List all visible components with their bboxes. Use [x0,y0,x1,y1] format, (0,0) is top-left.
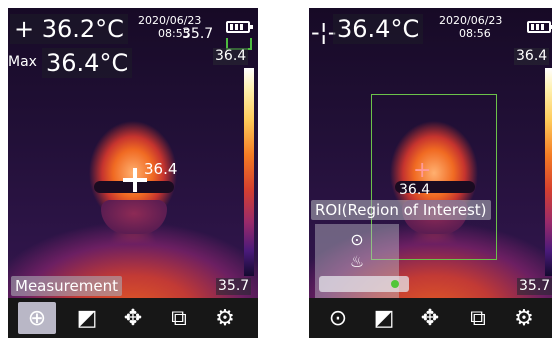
palette-icon[interactable]: ◩ [373,305,395,331]
crosshair-small-icon: -¦- [311,18,337,46]
roi-label: ROI(Region of Interest) [311,200,491,220]
person-glasses [395,181,475,193]
current-temp-readout: + 36.2°C [10,14,128,44]
time-text: 08:56 [459,27,491,40]
roi-slider[interactable] [319,276,409,292]
color-scale-bar [244,68,254,276]
bottom-toolbar: ⊕ ◩ ✥ ⧉ ⚙ [8,298,258,338]
spot-temp-value: 36.4 [144,160,178,178]
time-text: 08:55 [158,27,190,40]
slider-handle[interactable] [391,280,399,288]
scale-min-value: 35.7 [517,278,552,295]
battery-icon [226,21,253,33]
thermal-screen-measurement: + 36.2°C 2020/06/23 08:55 35.7 Max 36.4°… [8,8,258,338]
thermal-screen-roi: -¦- 36.4°C 2020/06/23 08:56 36.4 35.7 + … [309,8,552,338]
color-scale-bar [545,68,552,276]
date-text: 2020/06/23 [439,14,503,27]
target-icon[interactable]: ⊙ [350,229,364,249]
target-icon[interactable]: ⊙ [328,305,348,331]
layers-icon[interactable]: ⧉ [470,305,486,331]
mode-label: Measurement [11,276,122,296]
layers-icon[interactable]: ⧉ [171,305,187,331]
gear-icon[interactable]: ⚙ [215,305,235,331]
person-mask [101,200,167,234]
spot-temp-value: 36.4 [399,182,431,198]
current-temp-readout: 36.4°C [333,14,424,44]
move-icon[interactable]: ✥ [420,305,440,331]
gear-icon[interactable]: ⚙ [514,305,534,331]
roi-menu: ⊙ ♨ [315,224,409,298]
bottom-toolbar: ⊙ ◩ ✥ ⧉ ⚙ [309,298,552,338]
max-temp-readout: 36.4°C [42,48,133,78]
target-icon[interactable]: ⊕ [18,302,56,334]
flame-icon[interactable]: ♨ [349,251,365,271]
scale-max-value: 36.4 [213,48,249,65]
max-label: Max [8,54,37,70]
palette-icon[interactable]: ◩ [76,305,98,331]
roi-box[interactable] [371,94,497,260]
move-icon[interactable]: ✥ [123,305,143,331]
overlay-value: 35.7 [182,26,214,42]
target-marker-icon: + [413,158,432,183]
battery-icon [527,21,552,33]
scale-max-value: 36.4 [514,48,550,65]
date-text: 2020/06/23 [138,14,202,27]
crosshair-icon[interactable] [123,168,147,192]
scale-min-value: 35.7 [216,278,252,295]
image-gap [258,0,309,340]
